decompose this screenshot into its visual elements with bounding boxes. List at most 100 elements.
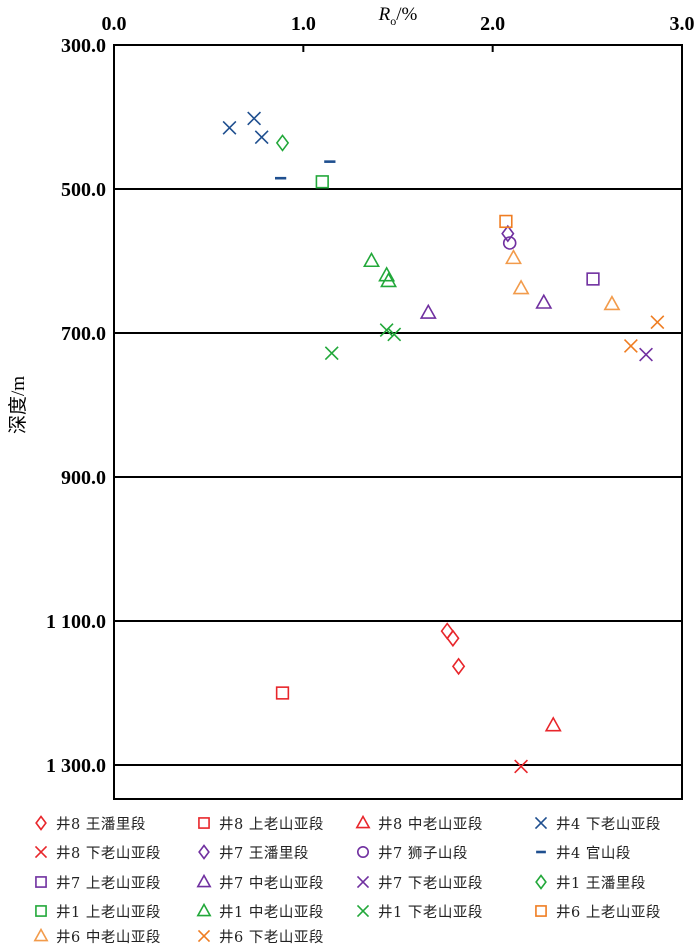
legend-item: 井8 上老山亚段 (193, 812, 324, 834)
series-group (440, 622, 466, 676)
data-point-x (324, 346, 339, 361)
data-point-circle (502, 236, 517, 250)
triangle-marker-icon (196, 873, 212, 888)
square-marker-icon (35, 905, 47, 917)
triangle-marker-icon (33, 927, 49, 942)
data-point-x (379, 323, 394, 338)
legend-label: 井4 官山段 (556, 845, 631, 862)
series-group (502, 236, 517, 250)
data-points (222, 111, 665, 774)
data-point-triangle (535, 293, 553, 309)
series-group (505, 248, 621, 311)
legend-item: 井7 下老山亚段 (352, 871, 483, 893)
legend-item: 井6 下老山亚段 (193, 925, 324, 947)
x-marker-icon (197, 929, 211, 943)
series-group (275, 686, 290, 700)
data-point-triangle (378, 266, 396, 282)
circle-marker-icon (357, 846, 369, 858)
series-group (222, 111, 269, 145)
series-group (639, 347, 653, 362)
legend-label: 井7 王潘里段 (219, 845, 309, 862)
x-marker-icon (34, 845, 48, 859)
data-point-triangle (603, 295, 621, 311)
legend-item: 井1 王潘里段 (530, 871, 646, 893)
data-point-x (387, 327, 402, 342)
data-point-square (586, 272, 600, 286)
legend-label: 井8 上老山亚段 (219, 816, 324, 833)
legend-label: 井8 下老山亚段 (56, 845, 161, 862)
legend-label: 井8 中老山亚段 (378, 816, 483, 833)
series-group (274, 160, 336, 180)
data-point-triangle (363, 251, 380, 268)
y-tick-label: 700.0 (61, 323, 106, 345)
series-group (419, 293, 553, 319)
legend-label: 井6 中老山亚段 (56, 929, 161, 946)
series-group (544, 716, 562, 732)
legend-label: 井7 上老山亚段 (56, 875, 161, 892)
legend-label: 井7 中老山亚段 (219, 875, 324, 892)
axes: 0.0 1.0 2.0 3.0 300.0 500.0 700.0 900.0 1 100.0 1… (7, 4, 695, 777)
y-tick-label: 500.0 (61, 179, 106, 201)
y-tick-label: 900.0 (61, 467, 106, 489)
series-group (363, 251, 398, 288)
data-point-triangle (505, 248, 522, 265)
dash-marker-icon (536, 850, 546, 854)
legend-label: 井1 上老山亚段 (56, 904, 161, 921)
legend-item: 井7 中老山亚段 (193, 871, 324, 893)
square-marker-icon (35, 876, 47, 888)
data-point-square (499, 214, 513, 229)
legend-item: 井6 上老山亚段 (530, 900, 661, 922)
data-point-diamond (501, 224, 515, 243)
legend-label: 井7 狮子山段 (378, 845, 468, 862)
legend: 井8 王潘里段 井8 上老山亚段 井8 中老山亚段 井4 下老山亚段 井8 下老山亚段井… (0, 808, 700, 950)
data-point-x (247, 111, 262, 126)
legend-label: 井8 王潘里段 (56, 816, 146, 833)
legend-label: 井6 下老山亚段 (219, 929, 324, 946)
square-marker-icon (198, 817, 210, 829)
series-group (275, 134, 290, 152)
series-group (586, 272, 600, 286)
data-point-triangle (512, 279, 530, 295)
data-point-x (623, 339, 638, 353)
legend-label: 井6 上老山亚段 (556, 904, 661, 921)
data-point-x (650, 315, 665, 330)
legend-item: 井8 王潘里段 (30, 812, 146, 834)
data-point-x (254, 130, 269, 145)
series-group (315, 175, 329, 189)
legend-item: 井4 官山段 (530, 841, 631, 863)
diamond-marker-icon (35, 815, 47, 831)
data-point-triangle (419, 303, 437, 319)
plot-frame (113, 44, 683, 800)
legend-label: 井1 中老山亚段 (219, 904, 324, 921)
triangle-marker-icon (196, 902, 212, 917)
legend-item: 井8 下老山亚段 (30, 841, 161, 863)
triangle-marker-icon (355, 814, 371, 829)
gridlines (114, 188, 682, 766)
legend-label: 井1 王潘里段 (556, 875, 646, 892)
x-tick-label: 1.0 (291, 13, 316, 35)
series-group (499, 214, 513, 229)
y-tick-label: 1 100.0 (46, 611, 106, 633)
legend-item: 井7 狮子山段 (352, 841, 468, 863)
legend-label: 井7 下老山亚段 (378, 875, 483, 892)
data-point-diamond (446, 629, 460, 648)
legend-item: 井4 下老山亚段 (530, 812, 661, 834)
data-point-diamond (451, 657, 466, 676)
x-marker-icon (356, 904, 370, 918)
series-group (623, 315, 665, 353)
y-tick-label: 300.0 (61, 35, 106, 57)
legend-item: 井1 上老山亚段 (30, 900, 161, 922)
square-marker-icon (535, 905, 547, 917)
legend-item: 井6 中老山亚段 (30, 925, 161, 947)
x-tick-label: 3.0 (670, 13, 695, 35)
legend-item: 井1 中老山亚段 (193, 900, 324, 922)
legend-item: 井1 下老山亚段 (352, 900, 483, 922)
data-point-x (222, 120, 237, 135)
data-point-triangle (380, 272, 398, 288)
data-point-x (639, 347, 653, 362)
data-point-square (315, 175, 329, 189)
legend-label: 井1 下老山亚段 (378, 904, 483, 921)
data-point-diamond (440, 622, 454, 640)
data-point-square (275, 686, 290, 700)
legend-item: 井7 王潘里段 (193, 841, 309, 863)
